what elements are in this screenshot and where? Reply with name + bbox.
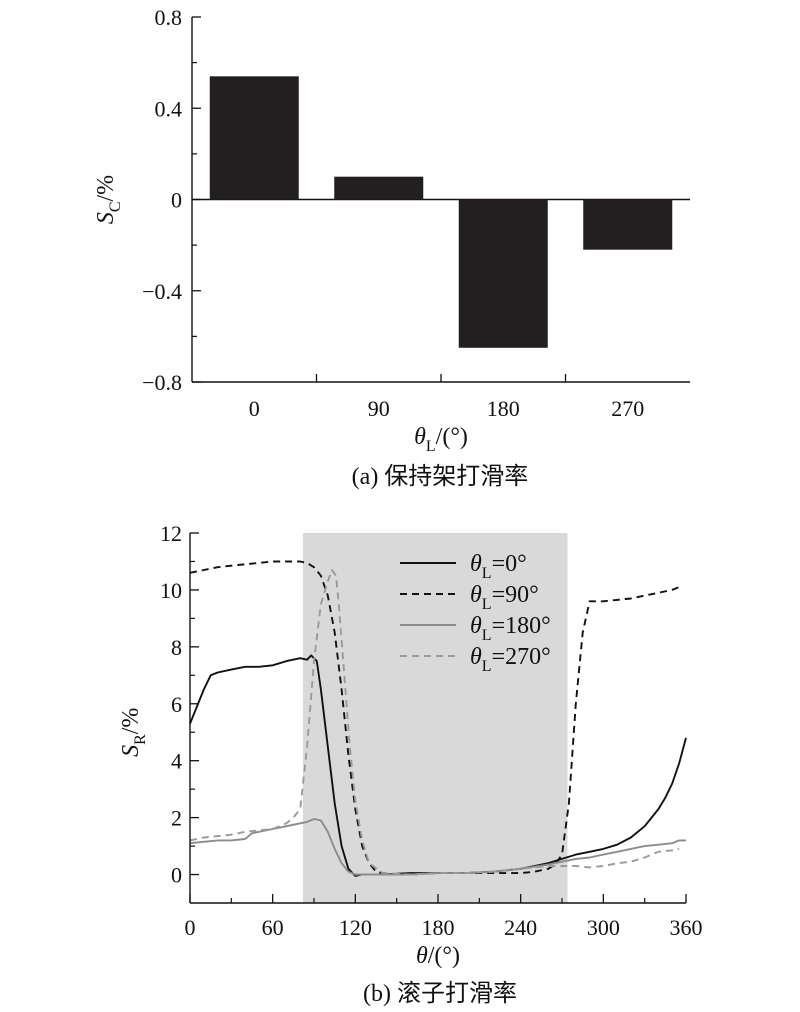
x-tick-label: 180 [422, 915, 455, 940]
legend-label-0: θL=0° [470, 551, 527, 582]
bar-180 [458, 199, 548, 348]
caption-b: (b) 滚子打滑率 [363, 980, 517, 1007]
y-tick-label: 0.4 [155, 96, 183, 121]
legend-label-3: θL=270° [470, 644, 551, 675]
x-tick-label: 90 [368, 396, 390, 421]
y-tick-label: −0.4 [142, 279, 182, 304]
series-line-1 [189, 560, 680, 876]
chart-cage-slip-rate: −0.8 −0.4 0 0.4 0.8 0 90 180 270 SC/% θL/(°) [93, 5, 690, 455]
y-tick-label: 8 [171, 635, 182, 660]
y-axis-label: SC/% [93, 175, 124, 224]
bar-90 [334, 176, 424, 200]
legend-label-1: θL=90° [470, 582, 539, 613]
y-tick-label: −0.8 [142, 370, 182, 395]
y-tick-label: 0 [171, 188, 182, 213]
x-tick-label: 0 [249, 396, 260, 421]
legend-label-2: θL=180° [470, 613, 551, 644]
x-tick-label: 360 [670, 915, 703, 940]
y-tick-label: 4 [171, 749, 182, 774]
x-tick-label: 270 [611, 396, 644, 421]
y-tick-label: 10 [160, 578, 182, 603]
legend: θL=0°θL=90°θL=180°θL=270° [400, 551, 551, 675]
y-tick-label: 0 [171, 863, 182, 888]
y-tick-label: 0.8 [155, 5, 183, 30]
x-tick-label: 240 [504, 915, 537, 940]
x-tick-label: 60 [262, 915, 284, 940]
bar-270 [583, 199, 673, 250]
y-tick-label: 2 [171, 806, 182, 831]
caption-a: (a) 保持架打滑率 [352, 463, 529, 490]
x-axis-label: θL/(°) [414, 424, 468, 455]
x-tick-label: 300 [587, 915, 620, 940]
y-tick-label: 6 [171, 692, 182, 717]
series-line-2 [189, 818, 686, 876]
x-axis-label: θ/(°) [416, 943, 460, 969]
x-tick-label: 120 [339, 915, 372, 940]
y-axis-label: SR/% [118, 708, 149, 757]
x-tick-label: 0 [185, 915, 196, 940]
series-line-3 [189, 569, 680, 876]
bar-0 [209, 76, 299, 200]
y-tick-label: 12 [160, 521, 182, 546]
x-tick-label: 180 [487, 396, 520, 421]
